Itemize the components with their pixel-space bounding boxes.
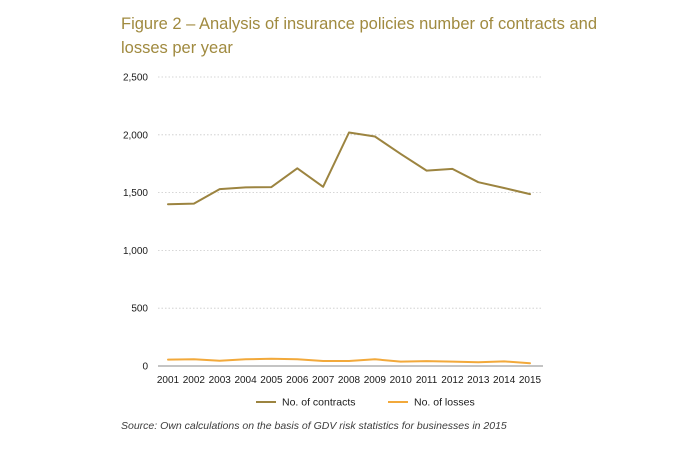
x-tick-label: 2011 <box>416 375 438 386</box>
y-tick-label: 500 <box>131 304 148 315</box>
x-tick-label: 2008 <box>338 375 361 386</box>
series-line-losses <box>167 357 531 365</box>
x-tick-label: 2010 <box>390 375 413 386</box>
y-tick-label: 2,500 <box>123 73 148 84</box>
y-tick-label: 0 <box>142 362 148 373</box>
source-note: Source: Own calculations on the basis of… <box>121 420 507 432</box>
x-tick-label: 2009 <box>364 375 387 386</box>
chart-title: Figure 2 – Analysis of insurance policie… <box>121 15 598 57</box>
x-tick-label: 2002 <box>183 375 206 386</box>
y-tick-label: 1,500 <box>123 188 148 199</box>
x-tick-label: 2005 <box>260 375 283 386</box>
x-tick-label: 2014 <box>493 375 516 386</box>
x-tick-label: 2004 <box>234 375 257 386</box>
series-line-contracts <box>167 131 531 206</box>
gridlines <box>158 76 543 309</box>
x-axis: 2001 2002 2003 2004 2005 2006 2007 2008 2009 2010… <box>157 365 543 386</box>
legend: No. of contracts No. of losses <box>256 397 475 409</box>
x-tick-label: 2015 <box>519 375 542 386</box>
x-tick-label: 2007 <box>312 375 335 386</box>
y-tick-label: 1,000 <box>123 246 148 257</box>
y-tick-label: 2,000 <box>123 130 148 141</box>
series-lines <box>167 131 531 365</box>
x-tick-label: 2012 <box>441 375 464 386</box>
legend-label-losses: No. of losses <box>414 397 475 409</box>
x-tick-label: 2003 <box>209 375 232 386</box>
y-axis: 0 500 1,000 1,500 2,000 2,500 <box>123 73 148 373</box>
x-tick-label: 2001 <box>157 375 180 386</box>
x-tick-label: 2013 <box>467 375 490 386</box>
legend-label-contracts: No. of contracts <box>282 397 356 409</box>
x-tick-label: 2006 <box>286 375 309 386</box>
